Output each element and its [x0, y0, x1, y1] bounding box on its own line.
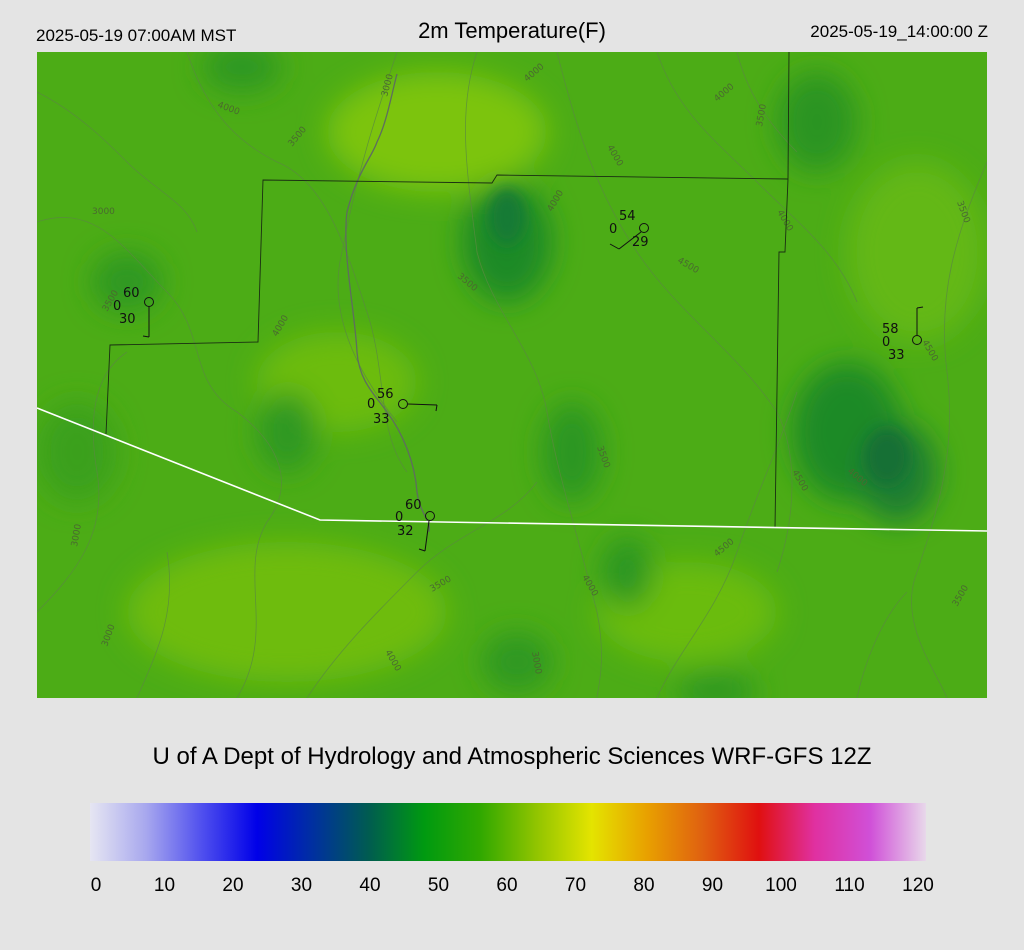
colorbar-tick-label: 70	[564, 875, 587, 896]
station-plot: 54 0 29	[609, 209, 649, 250]
station-cloud-cover: 0	[395, 510, 403, 525]
station-cloud-cover: 0	[609, 222, 617, 237]
colorbar-tick-label: 60	[496, 875, 518, 896]
contour-label: 3000	[70, 523, 84, 548]
colorbar-tick-label: 110	[834, 875, 865, 896]
station-plot: 60 0 32	[395, 498, 435, 552]
station-dewpoint: 33	[373, 412, 390, 427]
colorbar-tick-label: 10	[153, 875, 176, 896]
colorbar-tick-labels: 0 10 20 30 40 50 60 70 80 90 100 110 120	[0, 875, 1024, 901]
colorbar-tick-label: 0	[90, 875, 102, 896]
station-temperature: 58	[882, 322, 899, 337]
temperature-colorbar	[90, 803, 926, 861]
credit-line: U of A Dept of Hydrology and Atmospheric…	[152, 743, 872, 770]
contour-label: 3000	[529, 651, 543, 676]
elevation-contours	[37, 52, 987, 698]
colorbar-tick-label: 40	[359, 875, 381, 896]
colorbar-tick-label: 50	[427, 875, 450, 896]
station-plot: 56 0 33	[367, 387, 438, 427]
map-title: 2m Temperature(F)	[418, 18, 606, 43]
colorbar-tick-label: 80	[633, 875, 655, 896]
colorbar-tick-label: 100	[765, 875, 797, 896]
river	[345, 73, 431, 533]
colorbar-tick-label: 90	[701, 875, 724, 896]
station-dewpoint: 32	[397, 524, 414, 539]
station-temperature: 60	[405, 498, 422, 513]
station-cloud-cover: 0	[113, 299, 121, 314]
colorbar-tick-label: 120	[902, 875, 934, 896]
station-dewpoint: 33	[888, 348, 905, 363]
station-cloud-cover: 0	[882, 335, 890, 350]
contour-label: 3500	[755, 103, 769, 128]
colorbar-tick-label: 30	[290, 875, 313, 896]
station-dewpoint: 29	[632, 235, 649, 250]
station-plot: 60 0 30	[113, 286, 154, 338]
colorbar-tick-label: 20	[222, 875, 244, 896]
station-temperature: 56	[377, 387, 394, 402]
station-dewpoint: 30	[119, 312, 136, 327]
station-temperature: 54	[619, 209, 636, 224]
station-temperature: 60	[123, 286, 140, 301]
temperature-map: 4000 3000 4000 3500 4000 4000 3500 3000 …	[37, 52, 987, 698]
contour-label: 3000	[92, 207, 115, 217]
local-time-label: 2025-05-19 07:00AM MST	[36, 26, 237, 45]
station-plot: 58 0 33	[882, 306, 924, 363]
station-cloud-cover: 0	[367, 397, 375, 412]
utc-time-label: 2025-05-19_14:00:00 Z	[810, 22, 988, 41]
state-boundary	[37, 407, 987, 532]
county-boundaries	[105, 52, 790, 529]
